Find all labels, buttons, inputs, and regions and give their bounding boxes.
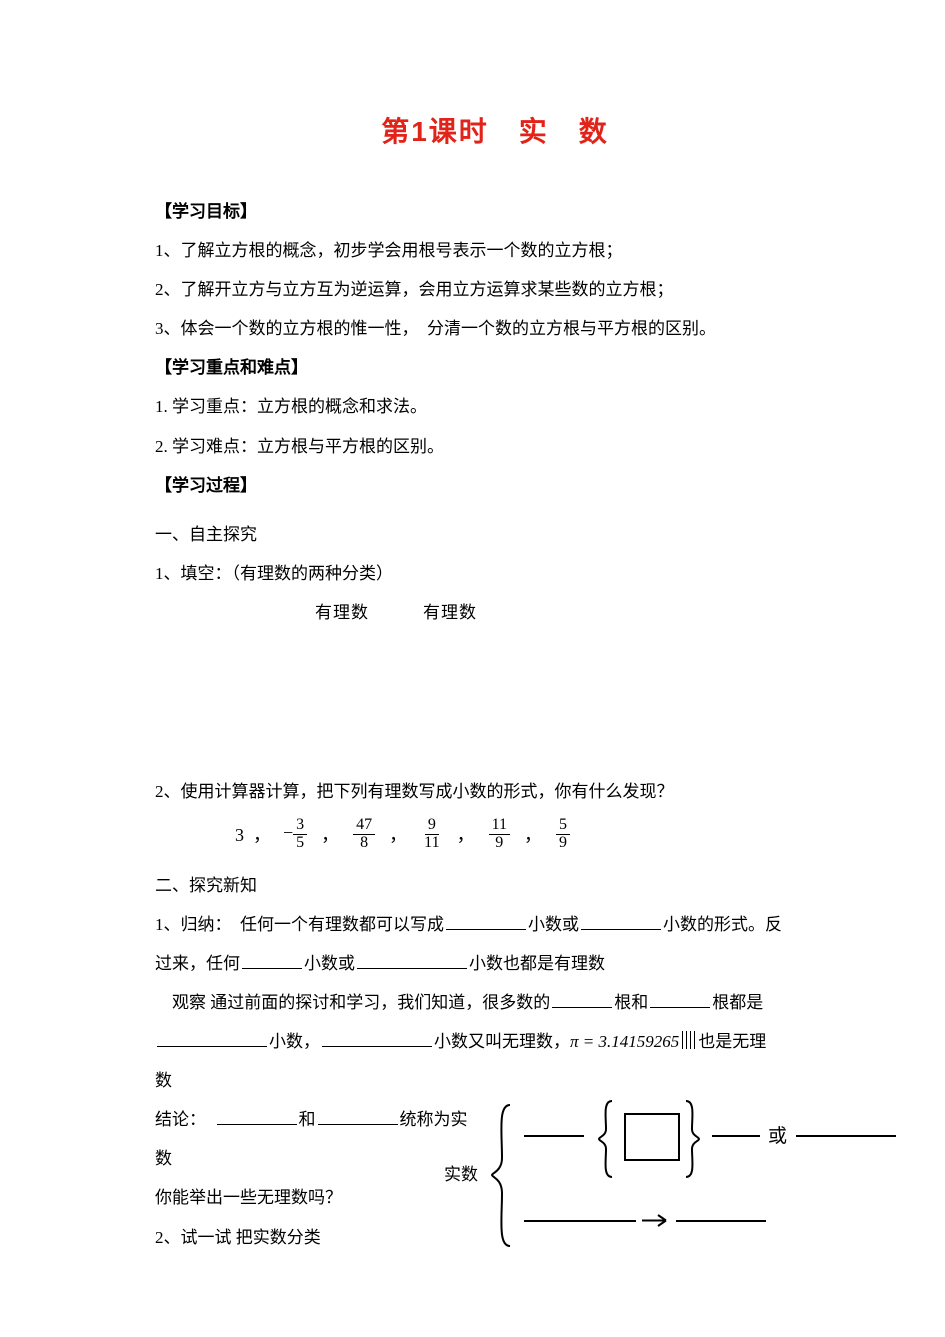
diagram-box [624, 1113, 680, 1161]
part1-item2: 2、使用计算器计算，把下列有理数写成小数的形式，你有什么发现？ [155, 772, 835, 811]
ellipsis-tally-icon [680, 1031, 698, 1049]
pi-expression: π = 3.14159265 [570, 1032, 679, 1051]
fraction-list: 3 ， −35 ， 478 ， 911 ， 119 ， 59 [235, 817, 835, 852]
separator: ， [321, 821, 339, 847]
fraction-1: −35 [283, 817, 307, 852]
fill-blank[interactable] [650, 990, 710, 1008]
summary-line-1: 1、归纳： 任何一个有理数都可以写成小数或小数的形式。反 [155, 905, 835, 944]
keypoint-2: 2. 学习难点：立方根与平方根的区别。 [155, 427, 835, 466]
left-brace-icon [488, 1103, 514, 1248]
fill-blank[interactable] [157, 1029, 267, 1047]
fill-blank[interactable] [357, 951, 467, 969]
title-number: 1 [411, 116, 429, 147]
separator: ， [524, 821, 542, 847]
document-page: 第1课时 实 数 【学习目标】 1、了解立方根的概念，初步学会用根号表示一个数的… [0, 0, 945, 1337]
diagram-line [524, 1220, 636, 1222]
rational-label-row: 有理数 有理数 [315, 593, 835, 632]
small-right-brace-icon [682, 1099, 702, 1179]
part2-heading: 二、探究新知 [155, 866, 835, 905]
title-suffix: 课时 实 数 [429, 116, 609, 147]
separator: ， [389, 821, 407, 847]
objective-2: 2、了解开立方与立方互为逆运算，会用立方运算求某些数的立方根； [155, 270, 835, 309]
diagram-line [676, 1220, 766, 1222]
shu2-line: 数 [155, 1139, 455, 1178]
arrow-right-icon [642, 1213, 672, 1233]
fill-blank[interactable] [446, 912, 526, 930]
fraction-3: 911 [421, 817, 442, 852]
objective-1: 1、了解立方根的概念，初步学会用根号表示一个数的立方根； [155, 231, 835, 270]
summary-line-2: 过来，任何小数或小数也都是有理数 [155, 944, 835, 983]
fraction-2: 478 [353, 817, 375, 852]
diagram-line [796, 1135, 896, 1137]
observation-line-2: 小数，小数又叫无理数，π = 3.14159265也是无理 [155, 1022, 835, 1061]
classification-diagram: 实数 或 [420, 1095, 945, 1265]
fill-blank[interactable] [322, 1029, 432, 1047]
fill-blank[interactable] [242, 951, 302, 969]
diagram-root-label: 实数 [444, 1160, 478, 1185]
diagram-or-label: 或 [768, 1121, 787, 1148]
fill-blank[interactable] [217, 1107, 297, 1125]
diagram-line [712, 1135, 760, 1137]
objective-3: 3、体会一个数的立方根的惟一性， 分清一个数的立方根与平方根的区别。 [155, 309, 835, 348]
keypoint-1: 1. 学习重点：立方根的概念和求法。 [155, 387, 835, 426]
question-irrational: 你能举出一些无理数吗？ [155, 1178, 455, 1217]
page-title: 第1课时 实 数 [155, 110, 835, 150]
part1-heading: 一、自主探究 [155, 515, 835, 554]
observation-line-1: 观察 通过前面的探讨和学习，我们知道，很多数的根和根都是 [155, 983, 835, 1022]
section-objectives-heading: 【学习目标】 [155, 192, 835, 231]
fill-blank[interactable] [318, 1107, 398, 1125]
diagram-line [524, 1135, 584, 1137]
blank-space [155, 632, 835, 772]
fraction-5: 59 [556, 817, 570, 852]
fraction-4: 119 [489, 817, 510, 852]
separator: ， [457, 821, 475, 847]
section-process-heading: 【学习过程】 [155, 466, 835, 505]
part1-item1: 1、填空：（有理数的两种分类） [155, 554, 835, 593]
fill-blank[interactable] [581, 912, 661, 930]
try-classify: 2、试一试 把实数分类 [155, 1218, 455, 1257]
leading-number: 3 ， [235, 821, 271, 847]
section-keypoints-heading: 【学习重点和难点】 [155, 348, 835, 387]
fill-blank[interactable] [552, 990, 612, 1008]
small-left-brace-icon [596, 1099, 616, 1179]
left-text-column: 数 你能举出一些无理数吗？ 2、试一试 把实数分类 [155, 1139, 455, 1256]
title-prefix: 第 [381, 116, 411, 147]
